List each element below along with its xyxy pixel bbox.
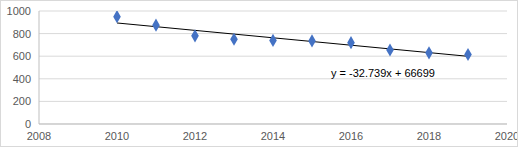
svg-text:2012: 2012 [183, 130, 207, 142]
svg-text:1000: 1000 [8, 5, 31, 17]
svg-text:0: 0 [25, 118, 31, 130]
svg-text:800: 800 [13, 28, 31, 40]
svg-text:600: 600 [13, 50, 31, 62]
html-text:y = -32.739x + 66699: y = -32.739x + 66699 [331, 67, 435, 79]
svg-text:2014: 2014 [261, 130, 285, 142]
svg-text:400: 400 [13, 73, 31, 85]
svg-text:2008: 2008 [27, 130, 51, 142]
svg-text:2016: 2016 [339, 130, 363, 142]
svg-text:2010: 2010 [105, 130, 129, 142]
svg-text:2020: 2020 [495, 130, 510, 142]
svg-text:2018: 2018 [417, 130, 441, 142]
svg-text:200: 200 [13, 95, 31, 107]
